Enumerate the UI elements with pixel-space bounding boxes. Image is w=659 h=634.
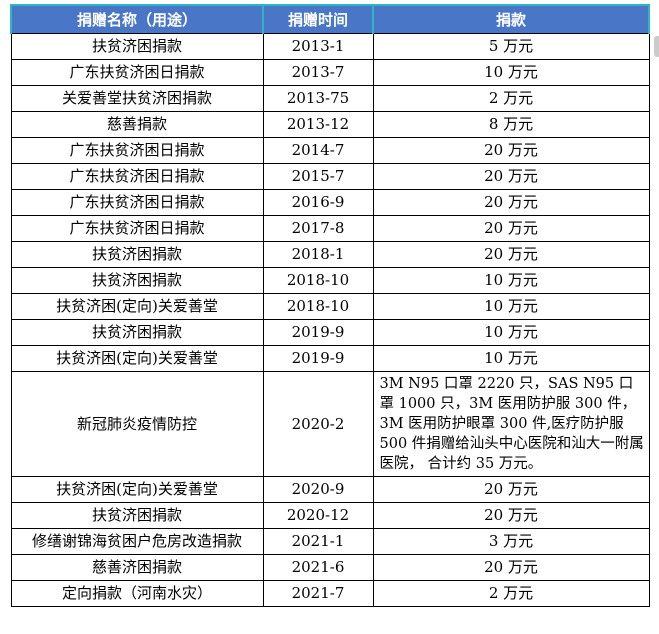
cell-date: 2019-9 <box>262 319 374 346</box>
cell-amount: 20 万元 <box>372 163 650 190</box>
cell-amount: 2 万元 <box>372 85 650 112</box>
header-donation-amount: 捐款 <box>372 4 650 34</box>
table-row: 广东扶贫济困日捐款 2017-8 20 万元 <box>10 215 650 242</box>
cell-date: 2018-10 <box>262 293 374 320</box>
cell-name: 广东扶贫济困日捐款 <box>10 163 264 190</box>
table-row: 慈善济困捐款 2021-6 20 万元 <box>10 554 650 581</box>
cell-name: 扶贫济困捐款 <box>10 502 264 529</box>
cell-amount: 3M N95 口罩 2220 只，SAS N95 口罩 1000 只，3M 医用… <box>372 371 650 477</box>
cell-amount: 20 万元 <box>372 502 650 529</box>
cell-name: 广东扶贫济困日捐款 <box>10 215 264 242</box>
cell-date: 2016-9 <box>262 189 374 216</box>
cell-name: 慈善济困捐款 <box>10 554 264 581</box>
cell-date: 2014-7 <box>262 137 374 164</box>
cell-amount: 20 万元 <box>372 554 650 581</box>
table-row: 广东扶贫济困日捐款 2015-7 20 万元 <box>10 163 650 190</box>
table-row: 广东扶贫济困日捐款 2013-7 10 万元 <box>10 59 650 86</box>
cell-name: 广东扶贫济困日捐款 <box>10 59 264 86</box>
table-row: 慈善捐款 2013-12 8 万元 <box>10 111 650 138</box>
cell-date: 2021-7 <box>262 580 374 607</box>
cell-name: 扶贫济困(定向)关爱善堂 <box>10 345 264 372</box>
cell-date: 2017-8 <box>262 215 374 242</box>
table-row: 扶贫济困捐款 2018-10 10 万元 <box>10 267 650 294</box>
cell-amount: 8 万元 <box>372 111 650 138</box>
cell-amount: 10 万元 <box>372 345 650 372</box>
cell-name: 定向捐款（河南水灾） <box>10 580 264 607</box>
table-row: 扶贫济困捐款 2020-12 20 万元 <box>10 502 650 529</box>
cell-amount: 2 万元 <box>372 580 650 607</box>
cell-amount: 10 万元 <box>372 267 650 294</box>
cell-date: 2021-1 <box>262 528 374 555</box>
header-row: 捐赠名称（用途） 捐赠时间 捐款 <box>10 4 650 34</box>
cell-amount: 20 万元 <box>372 137 650 164</box>
cell-amount: 5 万元 <box>372 33 650 60</box>
cell-date: 2018-10 <box>262 267 374 294</box>
cell-date: 2013-12 <box>262 111 374 138</box>
table-body: 扶贫济困捐款 2013-1 5 万元 广东扶贫济困日捐款 2013-7 10 万元 关爱善堂… <box>10 33 650 607</box>
cell-name: 新冠肺炎疫情防控 <box>10 371 264 477</box>
cell-amount: 20 万元 <box>372 215 650 242</box>
cell-amount: 3 万元 <box>372 528 650 555</box>
cell-name: 扶贫济困(定向)关爱善堂 <box>10 293 264 320</box>
table-row: 广东扶贫济困日捐款 2016-9 20 万元 <box>10 189 650 216</box>
table-row: 扶贫济困(定向)关爱善堂 2019-9 10 万元 <box>10 345 650 372</box>
cell-name: 广东扶贫济困日捐款 <box>10 137 264 164</box>
table-row: 扶贫济困(定向)关爱善堂 2020-9 20 万元 <box>10 476 650 503</box>
cell-date: 2015-7 <box>262 163 374 190</box>
cell-date: 2020-9 <box>262 476 374 503</box>
cell-date: 2013-75 <box>262 85 374 112</box>
cell-name: 关爱善堂扶贫济困捐款 <box>10 85 264 112</box>
cell-name: 广东扶贫济困日捐款 <box>10 189 264 216</box>
header-donation-name: 捐赠名称（用途） <box>10 4 264 34</box>
table-row: 新冠肺炎疫情防控 2020-2 3M N95 口罩 2220 只，SAS N95 口… <box>10 371 650 477</box>
table-row: 定向捐款（河南水灾） 2021-7 2 万元 <box>10 580 650 607</box>
cell-amount: 10 万元 <box>372 59 650 86</box>
cell-name: 扶贫济困捐款 <box>10 319 264 346</box>
cell-amount: 20 万元 <box>372 189 650 216</box>
table-row: 扶贫济困捐款 2019-9 10 万元 <box>10 319 650 346</box>
table-row: 扶贫济困捐款 2018-1 20 万元 <box>10 241 650 268</box>
table-row: 广东扶贫济困日捐款 2014-7 20 万元 <box>10 137 650 164</box>
cell-date: 2013-1 <box>262 33 374 60</box>
cell-date: 2021-6 <box>262 554 374 581</box>
table-row: 修缮谢锦海贫困户危房改造捐款 2021-1 3 万元 <box>10 528 650 555</box>
cell-name: 扶贫济困捐款 <box>10 241 264 268</box>
cell-date: 2020-2 <box>262 371 374 477</box>
cell-amount: 10 万元 <box>372 319 650 346</box>
donations-table: 捐赠名称（用途） 捐赠时间 捐款 扶贫济困捐款 2013-1 5 万元 广东扶贫济困日… <box>10 4 650 607</box>
table-row: 扶贫济困捐款 2013-1 5 万元 <box>10 33 650 60</box>
cell-amount: 20 万元 <box>372 476 650 503</box>
scrollbar-thumb[interactable] <box>654 36 659 57</box>
cell-date: 2018-1 <box>262 241 374 268</box>
cell-date: 2019-9 <box>262 345 374 372</box>
cell-name: 慈善捐款 <box>10 111 264 138</box>
table-row: 关爱善堂扶贫济困捐款 2013-75 2 万元 <box>10 85 650 112</box>
cell-date: 2020-12 <box>262 502 374 529</box>
cell-date: 2013-7 <box>262 59 374 86</box>
cell-name: 扶贫济困(定向)关爱善堂 <box>10 476 264 503</box>
header-donation-date: 捐赠时间 <box>262 4 374 34</box>
cell-name: 修缮谢锦海贫困户危房改造捐款 <box>10 528 264 555</box>
cell-amount: 20 万元 <box>372 241 650 268</box>
table-row: 扶贫济困(定向)关爱善堂 2018-10 10 万元 <box>10 293 650 320</box>
cell-name: 扶贫济困捐款 <box>10 267 264 294</box>
cell-amount: 10 万元 <box>372 293 650 320</box>
cell-name: 扶贫济困捐款 <box>10 33 264 60</box>
